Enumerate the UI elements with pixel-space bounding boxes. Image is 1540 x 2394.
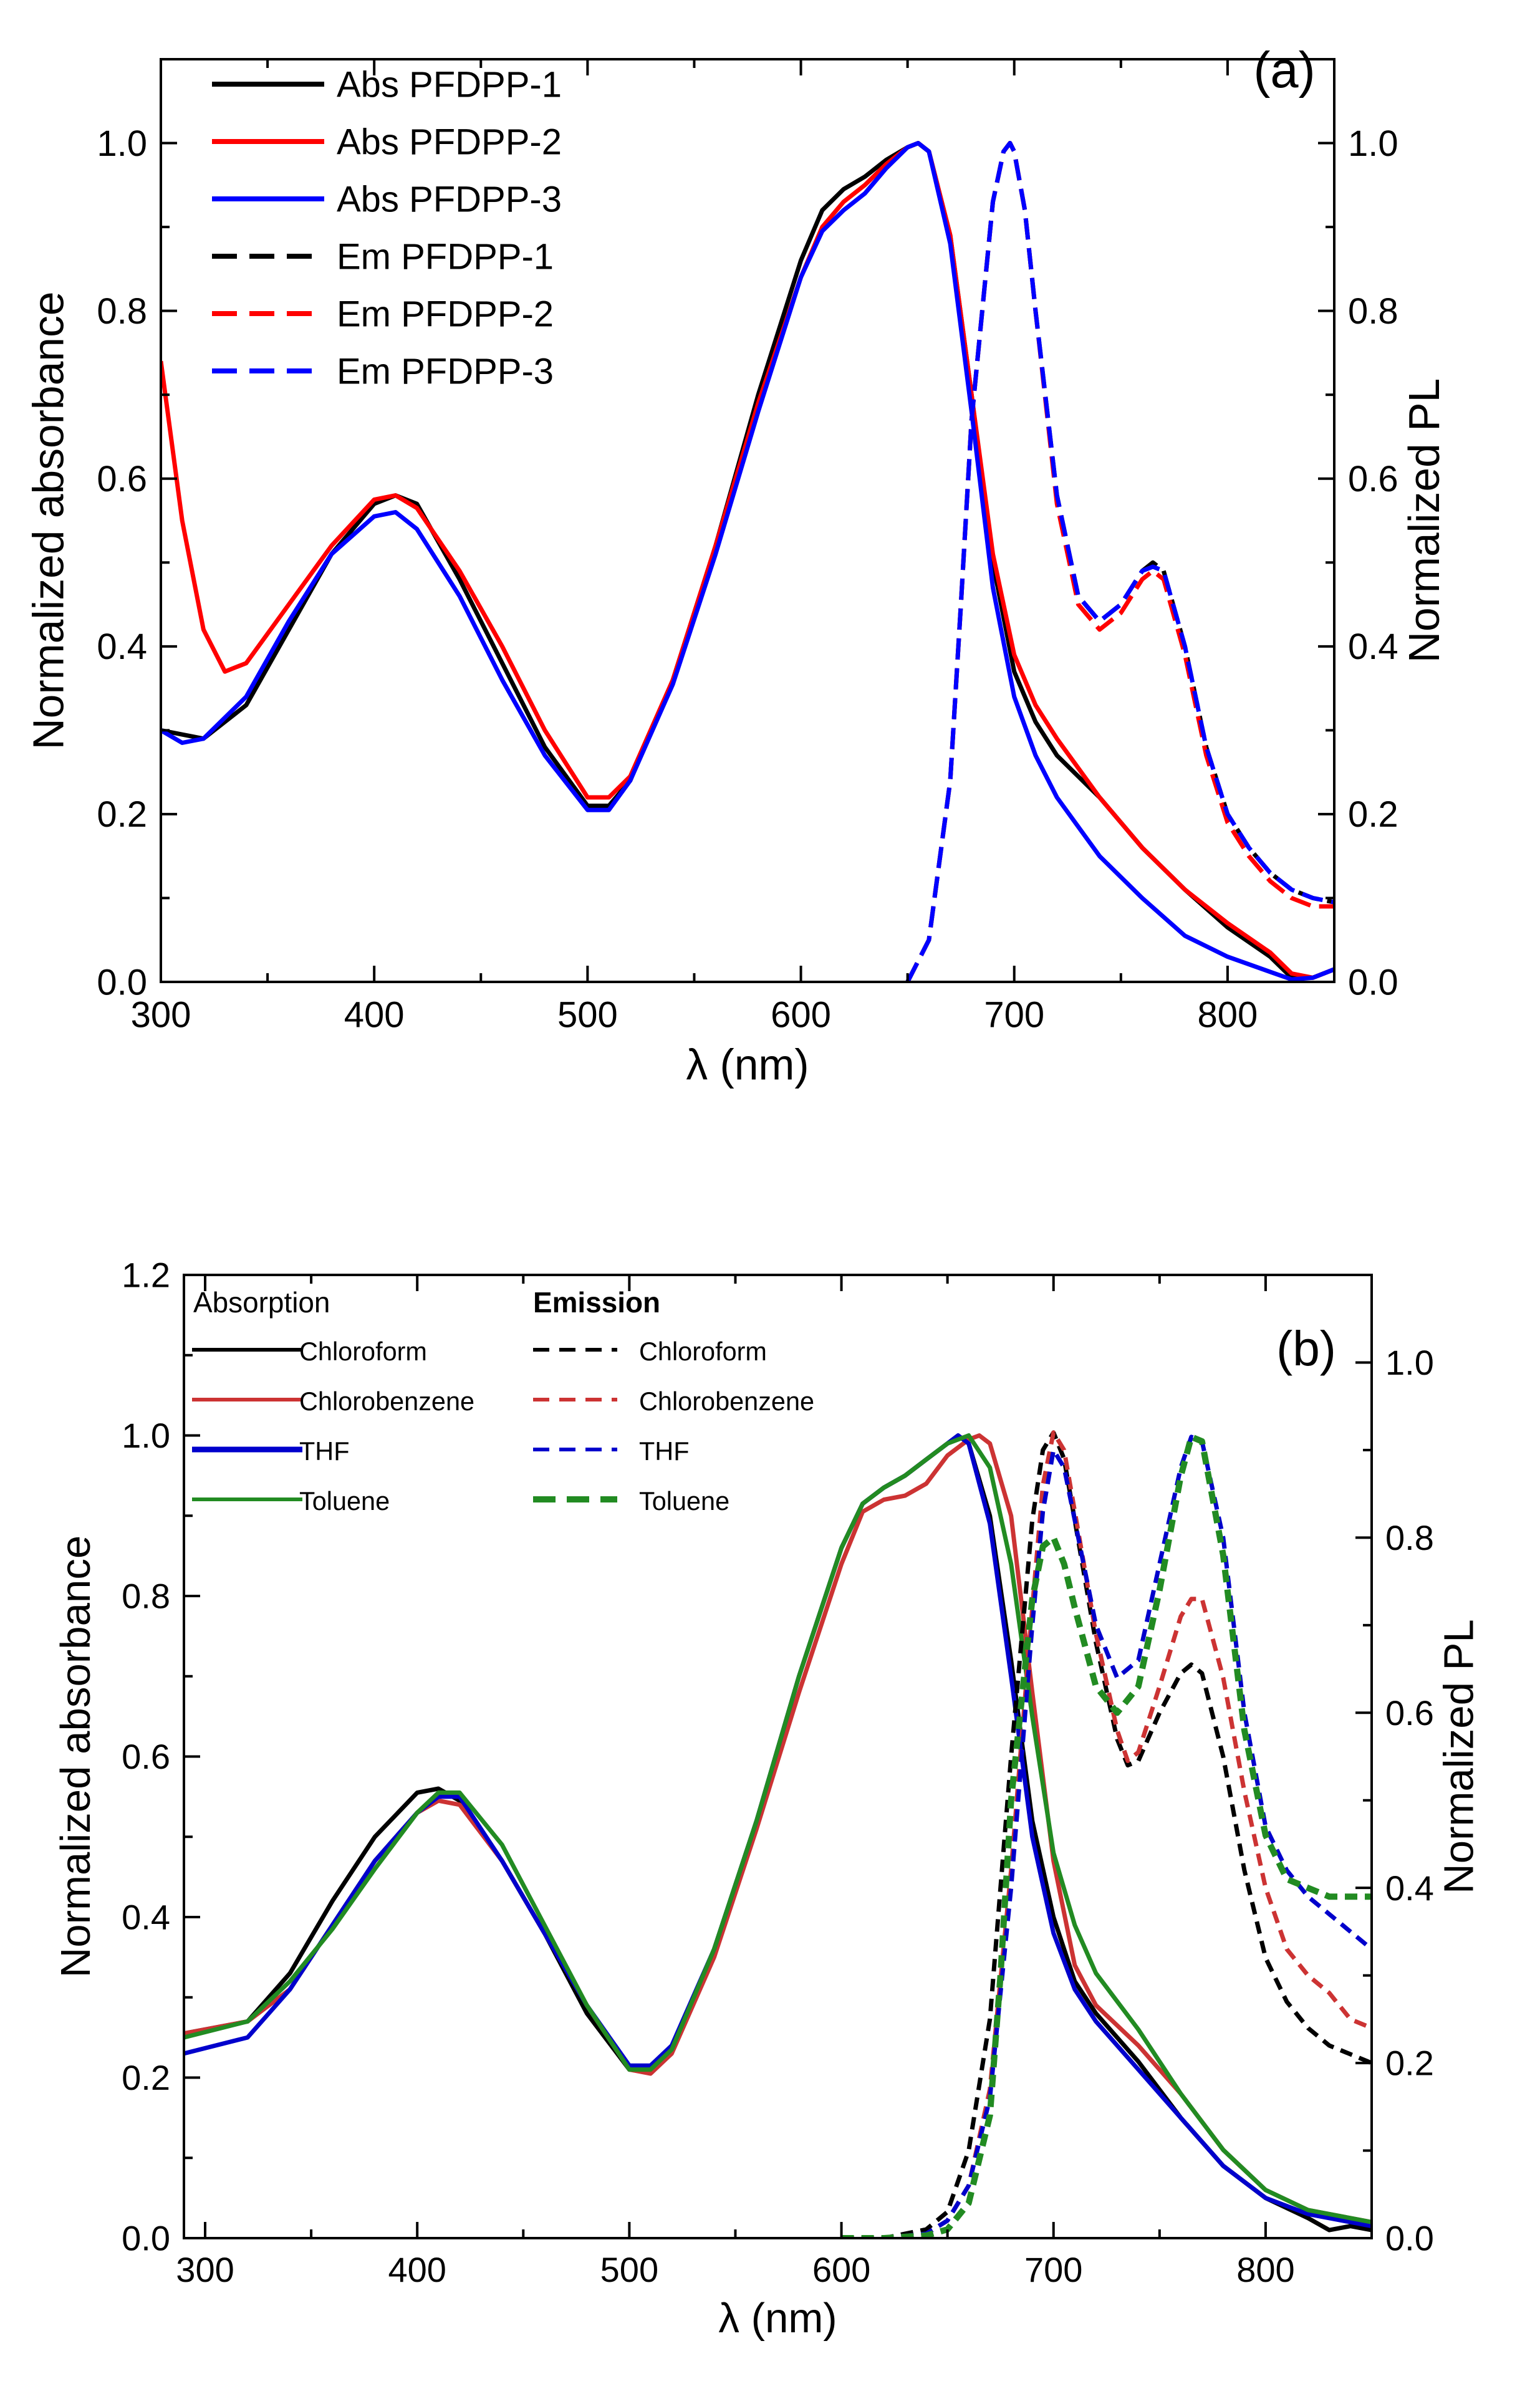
legend: Absorption Emission Chloroform Chlorobenzen… bbox=[192, 1286, 814, 1516]
x-tick-label: 800 bbox=[1198, 995, 1258, 1036]
series-line-abs-toluene bbox=[184, 1433, 1372, 2224]
legend-entry-label: Abs PFDPP-2 bbox=[337, 122, 562, 162]
y-right-tick-label: 0.0 bbox=[1348, 962, 1398, 1002]
x-tick-label: 600 bbox=[771, 995, 831, 1036]
x-axis-label: λ (nm) bbox=[718, 2295, 837, 2342]
y-tick-label: 0.2 bbox=[97, 794, 147, 835]
legend-entry-label: Toluene bbox=[639, 1486, 729, 1516]
series-line-em-em-pfdpp-1 bbox=[905, 141, 1334, 982]
legend-entry-label: Em PFDPP-1 bbox=[337, 236, 554, 277]
y-right-axis-label: Normalized PL bbox=[1435, 1619, 1482, 1894]
series-lines bbox=[184, 1430, 1372, 2238]
y-tick-label: 0.6 bbox=[97, 459, 147, 499]
series-line-em-em-pfdpp-3 bbox=[905, 141, 1334, 982]
series-line-em-toluene bbox=[841, 1433, 1372, 2238]
y-tick-label: 0.4 bbox=[122, 1898, 170, 1937]
y-tick-label: 0.2 bbox=[122, 2058, 170, 2097]
y-tick-label: 1.0 bbox=[122, 1416, 170, 1455]
y-tick-label: 0.0 bbox=[97, 962, 147, 1002]
series-line-em-em-pfdpp-2 bbox=[905, 141, 1334, 982]
y-right-tick-label: 0.8 bbox=[1348, 291, 1398, 332]
y-tick-label: 0.0 bbox=[122, 2219, 170, 2258]
y-tick-label: 0.8 bbox=[122, 1577, 170, 1616]
x-tick-label: 700 bbox=[984, 995, 1044, 1036]
panel-label: (a) bbox=[1253, 42, 1315, 99]
series-line-em-chlorobenzene bbox=[841, 1430, 1372, 2238]
legend-entry-label: THF bbox=[299, 1436, 350, 1466]
y-axis-label: Normalized absorbance bbox=[52, 1536, 99, 1978]
legend-header-emission: Emission bbox=[533, 1286, 660, 1319]
x-tick-label: 500 bbox=[600, 2250, 658, 2289]
y-tick-label: 0.6 bbox=[122, 1737, 170, 1776]
x-tick-label: 700 bbox=[1024, 2250, 1082, 2289]
series-lines bbox=[161, 141, 1334, 982]
y-right-tick-label: 0.4 bbox=[1385, 1868, 1434, 1908]
legend-entry-label: THF bbox=[639, 1436, 690, 1466]
y-right-tick-label: 0.2 bbox=[1385, 2044, 1434, 2083]
series-line-em-chloroform bbox=[841, 1430, 1372, 2238]
y-right-tick-label: 0.8 bbox=[1385, 1518, 1434, 1557]
x-tick-label: 300 bbox=[176, 2250, 234, 2289]
legend-entry-label: Chlorobenzene bbox=[639, 1387, 814, 1416]
legend-entry-label: Abs PFDPP-1 bbox=[337, 64, 562, 105]
legend-entry-label: Toluene bbox=[299, 1486, 390, 1516]
plot-frame bbox=[160, 58, 1335, 983]
legend-entry-label: Abs PFDPP-3 bbox=[337, 179, 562, 219]
panel-label: (b) bbox=[1276, 1321, 1336, 1376]
y-right-tick-label: 1.0 bbox=[1348, 123, 1398, 164]
panel-b-chart: 300 400 500 600 700 800 0.0 0.2 0.4 0.6 0.8 1.0 1.2 0… bbox=[52, 1256, 1483, 2342]
x-tick-label: 600 bbox=[812, 2250, 870, 2289]
legend: Abs PFDPP-1 Abs PFDPP-2 Abs PFDPP-3 Em PFDP… bbox=[212, 64, 562, 392]
x-tick-label: 800 bbox=[1236, 2250, 1294, 2289]
series-line-abs-chlorobenzene bbox=[184, 1433, 1372, 2224]
y-right-axis-label: Normalized PL bbox=[1400, 378, 1448, 663]
x-tick-label: 300 bbox=[131, 995, 191, 1036]
y-tick-label: 1.2 bbox=[122, 1256, 170, 1295]
x-tick-label: 500 bbox=[557, 995, 618, 1036]
legend-entry-label: Chloroform bbox=[639, 1337, 767, 1366]
x-tick-label: 400 bbox=[388, 2250, 446, 2289]
y-tick-label: 0.8 bbox=[97, 291, 147, 332]
y-tick-label: 1.0 bbox=[97, 123, 147, 164]
legend-entry-label: Em PFDPP-2 bbox=[337, 294, 554, 334]
y-right-tick-label: 0.4 bbox=[1348, 627, 1398, 667]
y-right-tick-label: 0.6 bbox=[1348, 459, 1398, 499]
y-right-tick-label: 0.0 bbox=[1385, 2219, 1434, 2258]
series-line-abs-abs-pfdpp-2 bbox=[161, 141, 1334, 980]
legend-entry-label: Chlorobenzene bbox=[299, 1387, 474, 1416]
y-right-tick-label: 0.6 bbox=[1385, 1693, 1434, 1733]
series-line-em-thf bbox=[841, 1435, 1372, 2238]
legend-entry-label: Chloroform bbox=[299, 1337, 427, 1366]
series-line-abs-abs-pfdpp-3 bbox=[161, 141, 1334, 982]
y-tick-label: 0.4 bbox=[97, 627, 147, 667]
panel-a-chart: 300 400 500 600 700 800 0.0 0.2 0.4 0.6 0.8 1.0 0.0 0… bbox=[24, 42, 1448, 1089]
x-tick-label: 400 bbox=[344, 995, 405, 1036]
legend-header-absorption: Absorption bbox=[193, 1286, 330, 1319]
y-right-tick-label: 0.2 bbox=[1348, 794, 1398, 835]
y-right-tick-label: 1.0 bbox=[1385, 1343, 1434, 1382]
legend-entry-label: Em PFDPP-3 bbox=[337, 351, 554, 392]
x-axis-label: λ (nm) bbox=[686, 1041, 809, 1089]
y-axis-label: Normalized absorbance bbox=[24, 292, 72, 750]
